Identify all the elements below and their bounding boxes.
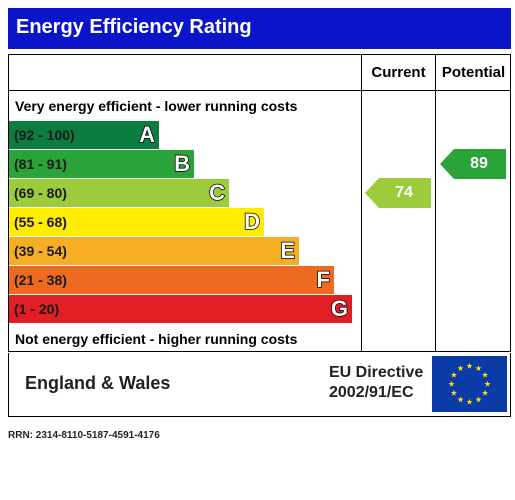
top-caption: Very energy efficient - lower running co… — [15, 98, 298, 114]
current-column-divider — [361, 55, 362, 351]
band-c: (69 - 80) C — [9, 179, 229, 207]
eu-star-icon — [457, 365, 464, 371]
eu-star-icon — [466, 362, 473, 369]
eu-star-icon — [466, 398, 473, 405]
current-rating-arrow: 74 — [365, 178, 431, 208]
band-letter: D — [243, 208, 260, 235]
eu-directive: EU Directive 2002/91/EC — [329, 363, 423, 403]
eu-star-icon — [482, 371, 489, 378]
potential-column-header: Potential — [441, 64, 506, 81]
band-range-label: (21 - 38) — [14, 272, 67, 288]
bottom-caption: Not energy efficient - higher running co… — [15, 331, 298, 347]
footer-panel: England & Wales EU Directive 2002/91/EC — [8, 353, 511, 417]
potential-rating-arrow: 89 — [440, 149, 506, 179]
band-a: (92 - 100) A — [9, 121, 159, 149]
eu-star-icon — [450, 371, 457, 378]
band-range-label: (1 - 20) — [14, 301, 60, 317]
eu-star-icon — [475, 396, 482, 403]
current-column-header: Current — [371, 64, 426, 81]
directive-line-2: 2002/91/EC — [329, 384, 414, 401]
band-e: (39 - 54) E — [9, 237, 299, 265]
band-letter: A — [138, 121, 155, 148]
band-f: (21 - 38) F — [9, 266, 334, 294]
header-divider — [9, 90, 510, 91]
band-b: (81 - 91) B — [9, 150, 194, 178]
eu-star-icon — [450, 389, 457, 396]
band-range-label: (55 - 68) — [14, 214, 67, 230]
page-title: Energy Efficiency Rating — [8, 8, 511, 49]
rrn-reference: RRN: 2314-8110-5187-4591-4176 — [8, 430, 160, 441]
eu-star-icon — [475, 365, 482, 371]
band-letter: E — [280, 237, 296, 264]
band-letter: C — [208, 179, 225, 206]
band-g: (1 - 20) G — [9, 295, 352, 323]
eu-star-icon — [484, 380, 491, 387]
band-range-label: (81 - 91) — [14, 156, 67, 172]
band-range-label: (39 - 54) — [14, 243, 67, 259]
band-range-label: (69 - 80) — [14, 185, 67, 201]
region-label: England & Wales — [25, 373, 171, 393]
eu-star-icon — [482, 389, 489, 396]
band-range-label: (92 - 100) — [14, 127, 75, 143]
eu-star-icon — [457, 396, 464, 403]
directive-line-1: EU Directive — [329, 364, 424, 381]
band-letter: F — [316, 266, 331, 293]
band-letter: G — [330, 295, 349, 322]
eu-star-icon — [448, 380, 455, 387]
potential-column-divider — [435, 55, 436, 351]
band-d: (55 - 68) D — [9, 208, 264, 236]
band-letter: B — [173, 150, 190, 177]
eu-flag-icon — [432, 356, 507, 412]
rating-chart: Current Potential Very energy efficient … — [8, 54, 511, 352]
